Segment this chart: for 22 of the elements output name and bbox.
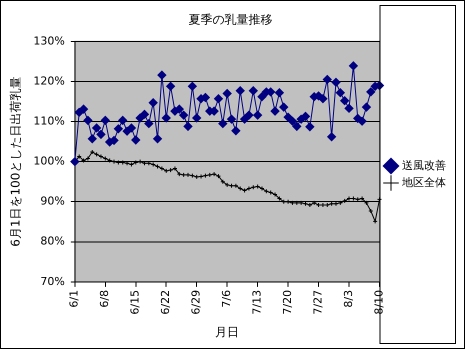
x-tick-label: 7/6 <box>220 290 234 308</box>
legend-label: 地区全体 <box>401 176 446 189</box>
x-axis-title: 月日 <box>215 324 240 339</box>
y-tick-label: 70% <box>40 274 65 288</box>
x-tick-label: 7/27 <box>311 290 324 315</box>
y-tick-label: 80% <box>40 234 65 248</box>
x-tick-label: 6/8 <box>98 290 112 308</box>
chart-title: 夏季の乳量推移 <box>188 12 272 26</box>
x-tick-label: 6/15 <box>128 290 142 315</box>
x-tick-label: 8/3 <box>342 290 355 308</box>
y-tick-label: 100% <box>33 154 65 168</box>
x-tick-label: 6/29 <box>190 290 203 315</box>
y-tick-label: 120% <box>33 74 65 88</box>
y-tick-label: 110% <box>33 114 65 128</box>
x-tick-label: 7/13 <box>250 290 264 315</box>
y-tick-label: 90% <box>40 194 65 208</box>
y-tick-label: 130% <box>33 34 65 48</box>
x-tick-label: 6/22 <box>159 290 172 315</box>
x-tick-label: 7/20 <box>280 290 294 315</box>
y-axis-title: 6月1日を100とした日出荷乳量 <box>8 76 22 247</box>
legend-label: 送風改善 <box>402 158 446 172</box>
x-tick-label: 6/1 <box>68 290 81 308</box>
